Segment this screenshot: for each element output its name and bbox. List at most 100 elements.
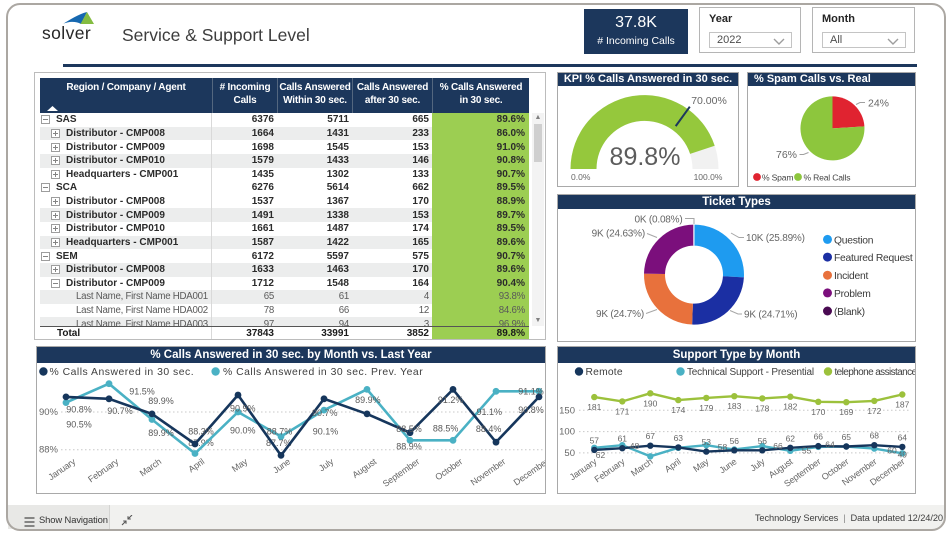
- svg-text:(Blank): (Blank): [834, 307, 865, 318]
- svg-text:88%: 88%: [39, 445, 59, 456]
- svg-text:67: 67: [646, 431, 656, 441]
- svg-text:90.1%: 90.1%: [313, 427, 339, 437]
- svg-text:48: 48: [630, 441, 640, 451]
- svg-text:88.4%: 88.4%: [476, 424, 502, 434]
- svg-text:87.9%: 87.9%: [188, 438, 214, 448]
- svg-text:April: April: [186, 456, 206, 474]
- svg-text:58: 58: [718, 442, 728, 452]
- svg-text:66: 66: [773, 441, 783, 451]
- svg-text:68: 68: [870, 431, 880, 441]
- svg-text:June: June: [271, 456, 292, 475]
- svg-text:9K (24.71%): 9K (24.71%): [744, 310, 797, 321]
- svg-text:April: April: [663, 456, 683, 474]
- svg-text:9K (24.63%): 9K (24.63%): [592, 229, 645, 240]
- svg-text:170: 170: [811, 407, 825, 417]
- svg-text:87.7%: 87.7%: [266, 438, 292, 448]
- svg-text:183: 183: [727, 401, 741, 411]
- svg-text:91.2%: 91.2%: [438, 395, 464, 405]
- svg-text:56: 56: [730, 436, 740, 446]
- svg-text:60: 60: [887, 446, 897, 456]
- svg-text:91.1%: 91.1%: [518, 387, 544, 397]
- svg-text:76%: 76%: [776, 149, 797, 161]
- svg-text:Technical Support - Presential: Technical Support - Presential: [687, 367, 814, 378]
- svg-text:March: March: [138, 456, 164, 478]
- svg-text:January: January: [46, 456, 77, 482]
- svg-text:90.8%: 90.8%: [518, 405, 544, 415]
- svg-text:174: 174: [671, 405, 685, 415]
- svg-text:171: 171: [615, 406, 629, 416]
- svg-text:49: 49: [898, 450, 908, 460]
- svg-text:% Real Calls: % Real Calls: [804, 172, 851, 182]
- svg-text:61: 61: [618, 434, 628, 444]
- svg-text:Incident: Incident: [834, 271, 868, 282]
- svg-text:88.3%: 88.3%: [188, 427, 214, 437]
- svg-text:150: 150: [559, 405, 575, 416]
- svg-text:64: 64: [825, 440, 835, 450]
- svg-text:0.0%: 0.0%: [571, 172, 591, 182]
- svg-text:63: 63: [674, 433, 684, 443]
- svg-text:55: 55: [802, 446, 812, 456]
- svg-text:July: July: [317, 456, 336, 473]
- svg-text:169: 169: [839, 407, 853, 417]
- svg-text:telephone assistance: telephone assistance: [835, 367, 916, 378]
- svg-text:187: 187: [895, 400, 909, 410]
- svg-text:172: 172: [867, 406, 881, 416]
- svg-text:June: June: [717, 456, 738, 475]
- svg-text:May: May: [691, 456, 711, 474]
- svg-text:56: 56: [758, 436, 768, 446]
- svg-text:May: May: [230, 456, 250, 474]
- svg-text:88.9%: 88.9%: [396, 442, 422, 452]
- svg-text:August: August: [350, 456, 378, 480]
- svg-text:February: February: [593, 456, 627, 484]
- svg-text:181: 181: [587, 402, 601, 412]
- svg-text:89.9%: 89.9%: [148, 428, 174, 438]
- svg-text:September: September: [381, 456, 421, 489]
- svg-text:65: 65: [842, 432, 852, 442]
- svg-text:50: 50: [564, 448, 575, 459]
- svg-text:62: 62: [596, 450, 606, 460]
- svg-text:July: July: [748, 456, 767, 473]
- svg-text:November: November: [469, 456, 508, 487]
- svg-text:62: 62: [786, 433, 796, 443]
- svg-text:% Calls Answered in 30 sec. Pr: % Calls Answered in 30 sec. Prev. Year: [223, 367, 423, 378]
- svg-text:% Calls Answered in 30 sec.: % Calls Answered in 30 sec.: [50, 367, 195, 378]
- svg-text:October: October: [433, 456, 464, 482]
- svg-text:0K (0.08%): 0K (0.08%): [634, 215, 682, 226]
- svg-text:88.5%: 88.5%: [396, 424, 422, 434]
- svg-text:December: December: [512, 456, 545, 487]
- svg-text:90.7%: 90.7%: [107, 406, 133, 416]
- svg-text:88.5%: 88.5%: [433, 423, 459, 433]
- svg-text:90.5%: 90.5%: [66, 419, 92, 429]
- svg-text:March: March: [629, 456, 655, 478]
- svg-text:24%: 24%: [868, 98, 889, 110]
- svg-text:90.7%: 90.7%: [312, 408, 338, 418]
- svg-text:179: 179: [699, 403, 713, 413]
- svg-text:91.5%: 91.5%: [129, 387, 155, 397]
- svg-text:10K (25.89%): 10K (25.89%): [746, 233, 805, 244]
- svg-text:178: 178: [755, 403, 769, 413]
- svg-text:57: 57: [590, 435, 600, 445]
- svg-text:9K (24.7%): 9K (24.7%): [596, 309, 644, 320]
- svg-text:66: 66: [814, 432, 824, 442]
- svg-text:91.1%: 91.1%: [477, 407, 503, 417]
- svg-text:90.8%: 90.8%: [66, 405, 92, 415]
- svg-text:Problem: Problem: [834, 289, 871, 300]
- svg-text:190: 190: [643, 398, 657, 408]
- svg-text:Question: Question: [834, 235, 874, 246]
- svg-text:Featured Request: Featured Request: [834, 253, 913, 264]
- svg-text:64: 64: [898, 432, 908, 442]
- svg-text:% Spam: % Spam: [762, 172, 793, 182]
- svg-text:90.9%: 90.9%: [230, 404, 256, 414]
- svg-text:100: 100: [559, 427, 575, 438]
- svg-text:100.0%: 100.0%: [694, 172, 723, 182]
- svg-text:Remote: Remote: [586, 367, 623, 378]
- svg-text:90.0%: 90.0%: [230, 426, 256, 436]
- svg-text:89.9%: 89.9%: [355, 395, 381, 405]
- svg-text:89.9%: 89.9%: [148, 396, 174, 406]
- svg-text:February: February: [86, 456, 120, 484]
- svg-text:53: 53: [702, 437, 712, 447]
- svg-text:89.8%: 89.8%: [610, 143, 681, 171]
- svg-text:182: 182: [783, 402, 797, 412]
- svg-text:90%: 90%: [39, 407, 59, 418]
- svg-text:70.00%: 70.00%: [691, 95, 727, 107]
